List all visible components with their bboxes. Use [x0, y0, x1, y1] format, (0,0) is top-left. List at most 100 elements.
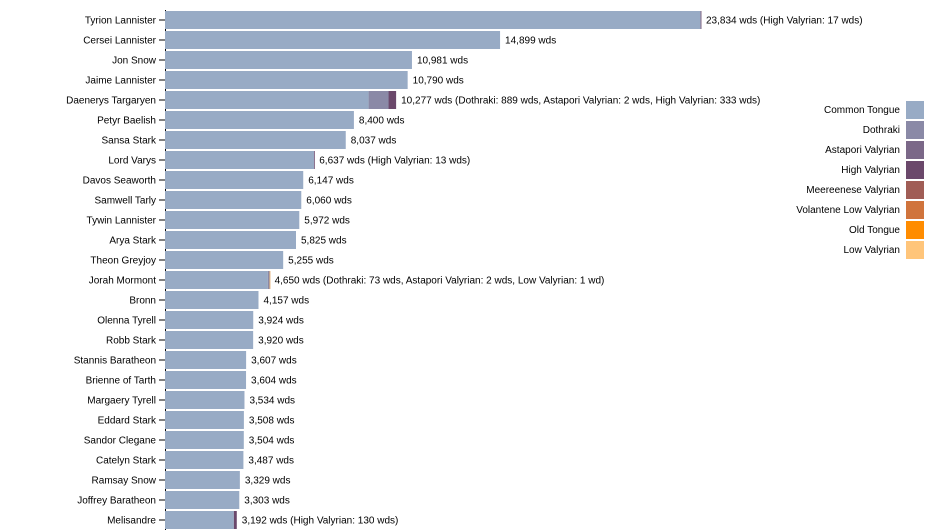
- category-label: Melisandre: [107, 516, 156, 527]
- legend-label: Astapori Valyrian: [825, 144, 900, 156]
- legend-item-old-tongue: Old Tongue: [796, 220, 924, 240]
- data-label: 14,899 wds: [505, 36, 556, 47]
- category-label: Ramsay Snow: [92, 476, 157, 487]
- bar-segment-low-valyrian: [269, 271, 271, 289]
- bar-segment-common-tongue: [165, 451, 244, 469]
- category-label: Robb Stark: [106, 336, 157, 347]
- legend-swatch: [906, 101, 924, 119]
- category-label: Samwell Tarly: [95, 196, 157, 207]
- legend-item-astapori-valyrian: Astapori Valyrian: [796, 140, 924, 160]
- category-label: Theon Greyjoy: [90, 256, 156, 267]
- data-label: 5,255 wds: [288, 256, 334, 267]
- bar-segment-common-tongue: [165, 411, 244, 429]
- data-label: 6,637 wds (High Valyrian: 13 wds): [319, 156, 470, 167]
- data-label: 4,650 wds (Dothraki: 73 wds, Astapori Va…: [275, 276, 605, 287]
- bar-segment-common-tongue: [165, 351, 247, 369]
- bar-segment-dothraki: [368, 91, 389, 109]
- bar-segment-common-tongue: [165, 131, 346, 149]
- data-label: 3,192 wds (High Valyrian: 130 wds): [242, 516, 399, 527]
- bar-segment-common-tongue: [165, 491, 240, 509]
- legend-item-high-valyrian: High Valyrian: [796, 160, 924, 180]
- legend-swatch: [906, 161, 924, 179]
- bar-segment-common-tongue: [165, 471, 240, 489]
- legend-item-dothraki: Dothraki: [796, 120, 924, 140]
- category-label: Sansa Stark: [102, 136, 157, 147]
- bar-segment-common-tongue: [165, 191, 302, 209]
- bar-segment-common-tongue: [165, 271, 268, 289]
- category-label: Bronn: [129, 296, 156, 307]
- bar-segment-common-tongue: [165, 251, 284, 269]
- legend-label: Low Valyrian: [843, 244, 900, 256]
- data-label: 6,060 wds: [306, 196, 352, 207]
- data-label: 3,508 wds: [249, 416, 295, 427]
- legend-label: Volantene Low Valyrian: [796, 204, 900, 216]
- legend-swatch: [906, 241, 924, 259]
- category-label: Eddard Stark: [98, 416, 157, 427]
- bar-segment-common-tongue: [165, 371, 247, 389]
- category-label: Joffrey Baratheon: [77, 496, 156, 507]
- bar-segment-common-tongue: [165, 431, 244, 449]
- category-label: Tyrion Lannister: [85, 16, 157, 27]
- data-label: 3,487 wds: [248, 456, 294, 467]
- category-label: Sandor Clegane: [84, 436, 157, 447]
- category-label: Stannis Baratheon: [74, 356, 156, 367]
- bar-segment-common-tongue: [165, 71, 408, 89]
- legend-swatch: [906, 221, 924, 239]
- legend-label: Common Tongue: [824, 104, 900, 116]
- data-label: 4,157 wds: [263, 296, 309, 307]
- bar-segment-common-tongue: [165, 511, 234, 529]
- data-label: 10,790 wds: [413, 76, 464, 87]
- data-label: 3,534 wds: [249, 396, 295, 407]
- bar-segment-common-tongue: [165, 231, 296, 249]
- data-label: 3,607 wds: [251, 356, 297, 367]
- category-label: Daenerys Targaryen: [66, 96, 156, 107]
- data-label: 10,277 wds (Dothraki: 889 wds, Astapori …: [401, 96, 760, 107]
- bar-segment-high-valyrian: [388, 91, 397, 109]
- bar-segment-common-tongue: [165, 111, 354, 129]
- bar-segment-common-tongue: [165, 291, 259, 309]
- bar-segment-dothraki: [267, 271, 270, 289]
- bar-segment-common-tongue: [165, 151, 314, 169]
- bar-segment-high-valyrian: [313, 151, 315, 169]
- data-label: 5,825 wds: [301, 236, 347, 247]
- category-label: Lord Varys: [108, 156, 156, 167]
- category-label: Davos Seaworth: [83, 176, 156, 187]
- category-label: Catelyn Stark: [96, 456, 157, 467]
- category-label: Jorah Mormont: [89, 276, 156, 287]
- legend-item-meereenese-valyrian: Meereenese Valyrian: [796, 180, 924, 200]
- data-label: 6,147 wds: [308, 176, 354, 187]
- data-label: 8,400 wds: [359, 116, 405, 127]
- legend-swatch: [906, 181, 924, 199]
- data-label: 5,972 wds: [304, 216, 350, 227]
- bar-segment-high-valyrian: [700, 11, 702, 29]
- data-label: 3,604 wds: [251, 376, 297, 387]
- category-label: Arya Stark: [109, 236, 157, 247]
- bar-segment-common-tongue: [165, 11, 701, 29]
- category-label: Olenna Tyrell: [97, 316, 156, 327]
- legend-swatch: [906, 141, 924, 159]
- legend-swatch: [906, 201, 924, 219]
- category-label: Margaery Tyrell: [87, 396, 156, 407]
- data-label: 3,924 wds: [258, 316, 304, 327]
- category-label: Jaime Lannister: [85, 76, 156, 87]
- legend-item-low-valyrian: Low Valyrian: [796, 240, 924, 260]
- bar-segment-common-tongue: [165, 331, 254, 349]
- legend-swatch: [906, 121, 924, 139]
- legend-label: High Valyrian: [841, 164, 900, 176]
- legend-item-volantene-low-valyrian: Volantene Low Valyrian: [796, 200, 924, 220]
- data-label: 3,504 wds: [249, 436, 295, 447]
- data-label: 10,981 wds: [417, 56, 468, 67]
- data-label: 3,329 wds: [245, 476, 291, 487]
- bar-segment-common-tongue: [165, 51, 412, 69]
- bar-segment-common-tongue: [165, 391, 245, 409]
- legend: Common Tongue Dothraki Astapori Valyrian…: [796, 100, 924, 260]
- bar-segment-common-tongue: [165, 311, 254, 329]
- bar-segment-common-tongue: [165, 171, 304, 189]
- legend-label: Old Tongue: [849, 224, 900, 236]
- data-label: 3,920 wds: [258, 336, 304, 347]
- bar-segment-common-tongue: [165, 31, 501, 49]
- data-label: 23,834 wds (High Valyrian: 17 wds): [706, 16, 863, 27]
- category-label: Cersei Lannister: [83, 36, 156, 47]
- bar-segment-high-valyrian: [233, 511, 237, 529]
